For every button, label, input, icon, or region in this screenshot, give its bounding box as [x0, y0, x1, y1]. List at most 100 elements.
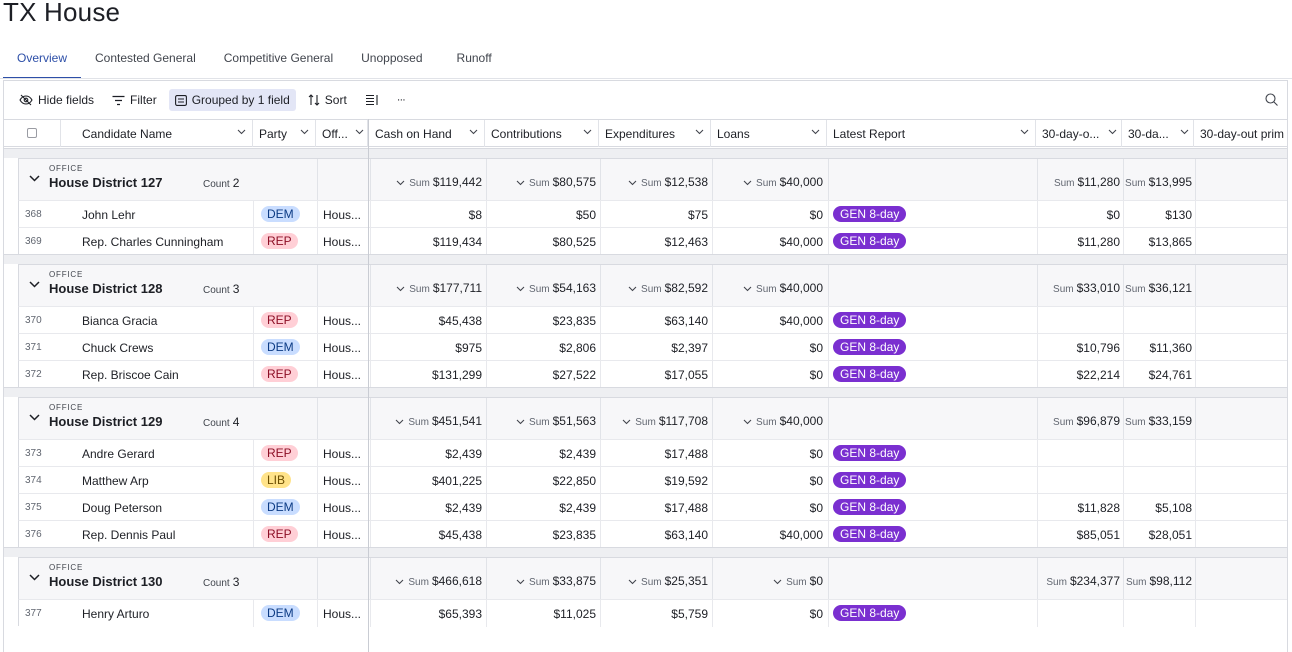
candidate-name-cell[interactable]: Chuck Crews	[82, 341, 154, 355]
candidate-name-cell[interactable]: Henry Arturo	[82, 607, 150, 621]
chevron-down-icon[interactable]	[773, 579, 782, 585]
row-height-button[interactable]	[359, 89, 385, 111]
table-row[interactable]: 374 Matthew Arp LIB Hous... $401,225 $22,850 $…	[18, 466, 1287, 494]
group-sum-contrib[interactable]: Sum $54,163	[516, 281, 596, 295]
cell-expend[interactable]: $12,463	[664, 235, 708, 249]
party-badge[interactable]: REP	[261, 233, 298, 249]
table-row[interactable]: 368 John Lehr DEM Hous... $8 $50 $75 $0 $0 $130 GE…	[18, 200, 1287, 228]
collapse-chevron-icon[interactable]	[29, 574, 40, 581]
candidate-name-cell[interactable]: Matthew Arp	[82, 474, 149, 488]
cell-c30a[interactable]: $22,214	[1076, 368, 1120, 382]
office-cell[interactable]: Hous...	[323, 607, 362, 621]
cell-contrib[interactable]: $80,525	[552, 235, 596, 249]
cell-c30a[interactable]: $11,280	[1077, 235, 1121, 249]
group-sum-c30a[interactable]: Sum $33,010	[1053, 281, 1120, 295]
cell-c30b[interactable]: $13,865	[1148, 235, 1192, 249]
latest-report-badge[interactable]: GEN 8-day	[833, 526, 907, 542]
office-cell[interactable]: Hous...	[323, 314, 362, 328]
cell-cash[interactable]: $65,393	[438, 607, 482, 621]
candidate-name-cell[interactable]: Rep. Charles Cunningham	[82, 235, 224, 249]
chevron-down-icon[interactable]	[1180, 129, 1189, 135]
collapse-chevron-icon[interactable]	[29, 281, 40, 288]
tab-unopposed[interactable]: Unopposed	[361, 51, 423, 65]
cell-contrib[interactable]: $27,522	[552, 368, 596, 382]
cell-c30b[interactable]: $5,108	[1155, 501, 1192, 515]
chevron-down-icon[interactable]	[469, 129, 478, 135]
collapse-chevron-icon[interactable]	[29, 175, 40, 182]
chevron-down-icon[interactable]	[628, 180, 637, 186]
cell-c30a[interactable]: $85,051	[1076, 528, 1120, 542]
tab-overview[interactable]: Overview	[0, 46, 82, 79]
cell-loans[interactable]: $0	[809, 501, 823, 515]
chevron-down-icon[interactable]	[516, 419, 525, 425]
chevron-down-icon[interactable]	[355, 129, 364, 135]
chevron-down-icon[interactable]	[743, 419, 752, 425]
chevron-down-icon[interactable]	[1020, 129, 1029, 135]
party-badge[interactable]: LIB	[261, 472, 292, 488]
group-sum-contrib[interactable]: Sum $80,575	[516, 175, 596, 189]
group-header[interactable]: OFFICE House District 127 Count 2 Sum $119,44…	[18, 158, 1287, 201]
table-row[interactable]: 369 Rep. Charles Cunningham REP Hous... $119…	[18, 227, 1287, 255]
tab-contested-general[interactable]: Contested General	[95, 51, 196, 65]
chevron-down-icon[interactable]	[237, 129, 246, 135]
collapse-chevron-icon[interactable]	[29, 414, 40, 421]
group-header[interactable]: OFFICE House District 128 Count 3 Sum $177,71…	[18, 264, 1287, 307]
group-header[interactable]: OFFICE House District 130 Count 3 Sum $466,61…	[18, 557, 1287, 600]
table-row[interactable]: 375 Doug Peterson DEM Hous... $2,439 $2,439 $1…	[18, 493, 1287, 521]
hide-fields-button[interactable]: Hide fields	[13, 89, 100, 111]
group-sum-cash[interactable]: Sum $466,618	[395, 574, 482, 588]
column-header-latest-report[interactable]: Latest Report	[827, 120, 1036, 147]
column-header-expenditures[interactable]: Expenditures	[599, 120, 711, 147]
chevron-down-icon[interactable]	[743, 286, 752, 292]
column-header-30-day-out-a[interactable]: 30-day-o...	[1036, 120, 1122, 147]
tab-competitive-general[interactable]: Competitive General	[223, 51, 334, 65]
column-header-loans[interactable]: Loans	[711, 120, 827, 147]
cell-loans[interactable]: $40,000	[779, 528, 823, 542]
chevron-down-icon[interactable]	[628, 579, 637, 585]
chevron-down-icon[interactable]	[300, 129, 309, 135]
group-button[interactable]: Grouped by 1 field	[168, 89, 296, 111]
cell-expend[interactable]: $5,759	[671, 607, 708, 621]
latest-report-badge[interactable]: GEN 8-day	[833, 339, 907, 355]
column-header-contributions[interactable]: Contributions	[485, 120, 599, 147]
cell-expend[interactable]: $17,488	[664, 447, 708, 461]
cell-cash[interactable]: $45,438	[438, 314, 482, 328]
latest-report-badge[interactable]: GEN 8-day	[833, 366, 907, 382]
party-badge[interactable]: DEM	[261, 605, 300, 621]
candidate-name-cell[interactable]: Andre Gerard	[82, 447, 155, 461]
chevron-down-icon[interactable]	[1108, 129, 1117, 135]
group-sum-loans[interactable]: Sum $40,000	[743, 281, 823, 295]
cell-c30b[interactable]: $11,360	[1149, 341, 1193, 355]
group-sum-expend[interactable]: Sum $117,708	[622, 414, 708, 428]
group-sum-contrib[interactable]: Sum $51,563	[516, 414, 596, 428]
cell-contrib[interactable]: $11,025	[553, 607, 597, 621]
table-row[interactable]: 373 Andre Gerard REP Hous... $2,439 $2,439 $17…	[18, 439, 1287, 467]
table-row[interactable]: 370 Bianca Gracia REP Hous... $45,438 $23,835…	[18, 306, 1287, 334]
candidate-name-cell[interactable]: Rep. Dennis Paul	[82, 528, 176, 542]
group-sum-c30b[interactable]: Sum $13,995	[1125, 175, 1192, 189]
group-sum-cash[interactable]: Sum $451,541	[395, 414, 482, 428]
cell-contrib[interactable]: $23,835	[552, 314, 596, 328]
cell-cash[interactable]: $119,434	[432, 235, 482, 249]
column-header-cash-on-hand[interactable]: Cash on Hand	[369, 120, 485, 147]
candidate-name-cell[interactable]: John Lehr	[82, 208, 136, 222]
party-badge[interactable]: REP	[261, 445, 298, 461]
office-cell[interactable]: Hous...	[323, 474, 362, 488]
chevron-down-icon[interactable]	[395, 419, 404, 425]
chevron-down-icon[interactable]	[583, 129, 592, 135]
table-row[interactable]: 377 Henry Arturo DEM Hous... $65,393 $11,025 $…	[18, 599, 1287, 627]
cell-expend[interactable]: $17,055	[664, 368, 708, 382]
cell-c30b[interactable]: $28,051	[1148, 528, 1192, 542]
cell-cash[interactable]: $8	[468, 208, 482, 222]
cell-c30a[interactable]: $11,828	[1077, 501, 1121, 515]
group-sum-loans[interactable]: Sum $40,000	[743, 414, 823, 428]
chevron-down-icon[interactable]	[516, 286, 525, 292]
cell-expend[interactable]: $2,397	[671, 341, 708, 355]
group-sum-expend[interactable]: Sum $82,592	[628, 281, 708, 295]
table-row[interactable]: 372 Rep. Briscoe Cain REP Hous... $131,299 $2…	[18, 360, 1287, 388]
cell-c30b[interactable]: $24,761	[1148, 368, 1192, 382]
chevron-down-icon[interactable]	[628, 286, 637, 292]
column-header-party[interactable]: Party	[253, 120, 316, 147]
cell-contrib[interactable]: $22,850	[552, 474, 596, 488]
cell-expend[interactable]: $75	[687, 208, 708, 222]
